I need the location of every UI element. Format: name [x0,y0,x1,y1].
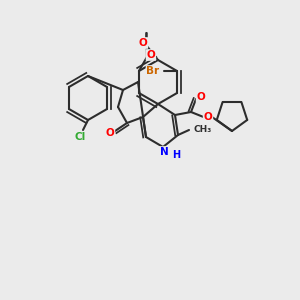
Text: Cl: Cl [74,132,86,142]
Text: O: O [106,128,114,138]
Text: H: H [172,150,180,160]
Text: O: O [196,92,206,102]
Text: CH₃: CH₃ [193,125,211,134]
Text: Br: Br [146,66,160,76]
Text: N: N [160,147,168,157]
Text: O: O [139,38,147,48]
Text: O: O [204,112,212,122]
Text: O: O [147,50,155,60]
